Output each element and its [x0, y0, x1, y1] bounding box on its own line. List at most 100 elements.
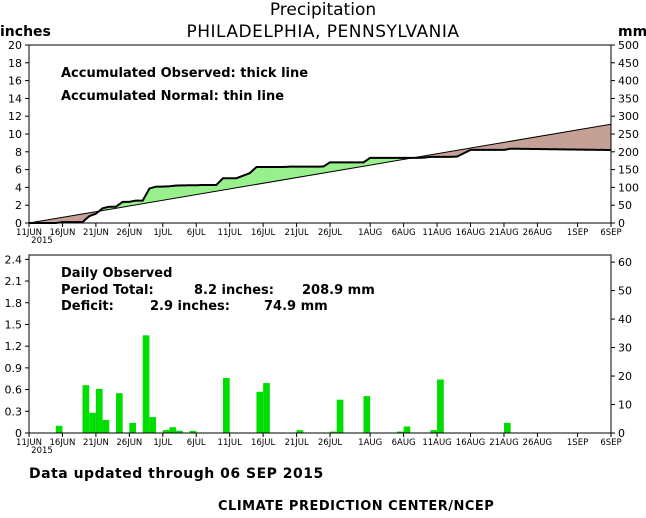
svg-text:300: 300 [618, 110, 639, 123]
daily-bar [363, 396, 371, 433]
svg-text:6AUG: 6AUG [392, 228, 416, 238]
svg-text:0.6: 0.6 [5, 384, 23, 397]
data-updated-text: Data updated through 06 SEP 2015 [29, 466, 324, 482]
svg-text:26AUG: 26AUG [523, 438, 552, 448]
chart-title: Precipitation [269, 0, 377, 20]
svg-text:21AUG: 21AUG [489, 228, 518, 238]
svg-text:0: 0 [618, 427, 625, 440]
accumulated-y-axis-right: 0 50 100 150 200 250 300 350 400 450 500 [611, 39, 639, 230]
daily-bar [396, 431, 404, 433]
svg-text:0.3: 0.3 [5, 405, 23, 418]
daily-bar [403, 426, 411, 433]
svg-text:16AUG: 16AUG [456, 228, 485, 238]
svg-text:16: 16 [8, 75, 22, 88]
daily-bar [296, 430, 304, 433]
accumulated-chart: 0 2 4 6 8 10 12 14 16 18 20 0 50 100 150 200 250 300 350 4… [8, 39, 639, 246]
svg-text:100: 100 [618, 181, 639, 194]
svg-text:10: 10 [8, 128, 22, 141]
svg-text:6JUL: 6JUL [187, 438, 206, 448]
daily-bar [102, 419, 110, 433]
daily-plot-frame [28, 254, 612, 434]
daily-bar [503, 422, 511, 433]
daily-bar [129, 422, 137, 433]
svg-text:0: 0 [15, 427, 22, 440]
svg-text:6AUG: 6AUG [392, 438, 416, 448]
daily-bars [55, 335, 511, 433]
svg-text:450: 450 [618, 57, 639, 70]
legend-observed: Accumulated Observed: thick line [61, 66, 308, 81]
daily-bar [176, 430, 183, 433]
accumulated-x-axis: 11JUN 16JUN 21JUN 26JUN 1JUL 6JUL 11JUL 16JUL 21… [16, 223, 622, 246]
svg-text:8: 8 [15, 146, 22, 159]
svg-text:6SEP: 6SEP [600, 438, 621, 448]
daily-bar [223, 378, 230, 433]
svg-text:11JUN: 11JUN [16, 228, 42, 238]
svg-text:0: 0 [618, 217, 625, 230]
svg-text:20: 20 [618, 370, 632, 383]
svg-text:16JUN: 16JUN [49, 438, 75, 448]
svg-text:1.8: 1.8 [5, 297, 23, 310]
daily-bar [169, 427, 177, 433]
svg-text:12: 12 [8, 110, 22, 123]
svg-text:200: 200 [618, 146, 639, 159]
daily-bar [430, 430, 438, 433]
svg-text:16JUL: 16JUL [251, 438, 276, 448]
svg-text:150: 150 [618, 164, 639, 177]
svg-text:26JUN: 26JUN [116, 438, 142, 448]
svg-text:2: 2 [15, 199, 22, 212]
svg-text:1.2: 1.2 [5, 340, 23, 353]
svg-text:1SEP: 1SEP [567, 438, 588, 448]
svg-text:14: 14 [8, 92, 22, 105]
svg-text:6JUL: 6JUL [187, 228, 206, 238]
daily-bar [256, 391, 264, 433]
svg-text:30: 30 [618, 342, 632, 355]
svg-text:1SEP: 1SEP [567, 228, 588, 238]
credit-text: CLIMATE PREDICTION CENTER/NCEP [218, 499, 495, 514]
svg-text:50: 50 [618, 199, 632, 212]
svg-text:350: 350 [618, 92, 639, 105]
svg-text:11JUL: 11JUL [218, 228, 243, 238]
svg-text:21JUL: 21JUL [284, 228, 309, 238]
deficit-label: Deficit: [61, 299, 114, 314]
svg-text:1AUG: 1AUG [358, 228, 382, 238]
deficit-mm: 74.9 mm [264, 299, 328, 314]
daily-bar [162, 430, 170, 433]
period-total-label: Period Total: [61, 283, 154, 298]
deficit-inches: 2.9 inches: [150, 299, 230, 314]
svg-text:16JUL: 16JUL [251, 228, 276, 238]
svg-text:11JUN: 11JUN [16, 438, 42, 448]
daily-bar [263, 383, 270, 433]
right-unit-label: mm [618, 24, 646, 40]
daily-observed-label: Daily Observed [61, 266, 172, 281]
svg-text:16AUG: 16AUG [456, 438, 485, 448]
period-total-inches: 8.2 inches: [194, 283, 274, 298]
daily-bar [189, 430, 197, 433]
svg-text:1AUG: 1AUG [358, 438, 382, 448]
accumulated-y-axis: 0 2 4 6 8 10 12 14 16 18 20 [8, 39, 29, 230]
svg-text:21JUN: 21JUN [83, 438, 109, 448]
daily-bar [437, 379, 444, 433]
svg-text:2.4: 2.4 [5, 253, 23, 266]
svg-text:10: 10 [618, 399, 632, 412]
svg-text:250: 250 [618, 128, 639, 141]
daily-y-axis: 0 0.3 0.6 0.9 1.2 1.5 1.8 2.1 2.4 [5, 253, 29, 440]
location-title: PHILADELPHIA, PENNSYLVANIA [186, 22, 460, 42]
svg-text:26AUG: 26AUG [523, 228, 552, 238]
svg-text:11JUL: 11JUL [218, 438, 243, 448]
svg-text:21AUG: 21AUG [489, 438, 518, 448]
daily-bar [142, 335, 150, 433]
svg-text:2015: 2015 [31, 236, 53, 246]
svg-text:11AUG: 11AUG [422, 228, 451, 238]
svg-text:20: 20 [8, 39, 22, 52]
daily-bar [95, 388, 103, 433]
daily-bar [149, 417, 157, 433]
daily-bar [336, 399, 344, 433]
svg-text:26JUL: 26JUL [318, 438, 343, 448]
svg-text:26JUN: 26JUN [116, 228, 142, 238]
svg-text:500: 500 [618, 39, 639, 52]
svg-text:2.1: 2.1 [5, 275, 23, 288]
svg-text:1JUL: 1JUL [153, 228, 172, 238]
daily-chart: 00.30.60.91.21.51.82.12.4 0102030405060 … [5, 253, 633, 456]
svg-text:4: 4 [15, 181, 22, 194]
daily-y-axis-right: 0 10 20 30 40 50 60 [611, 256, 632, 440]
